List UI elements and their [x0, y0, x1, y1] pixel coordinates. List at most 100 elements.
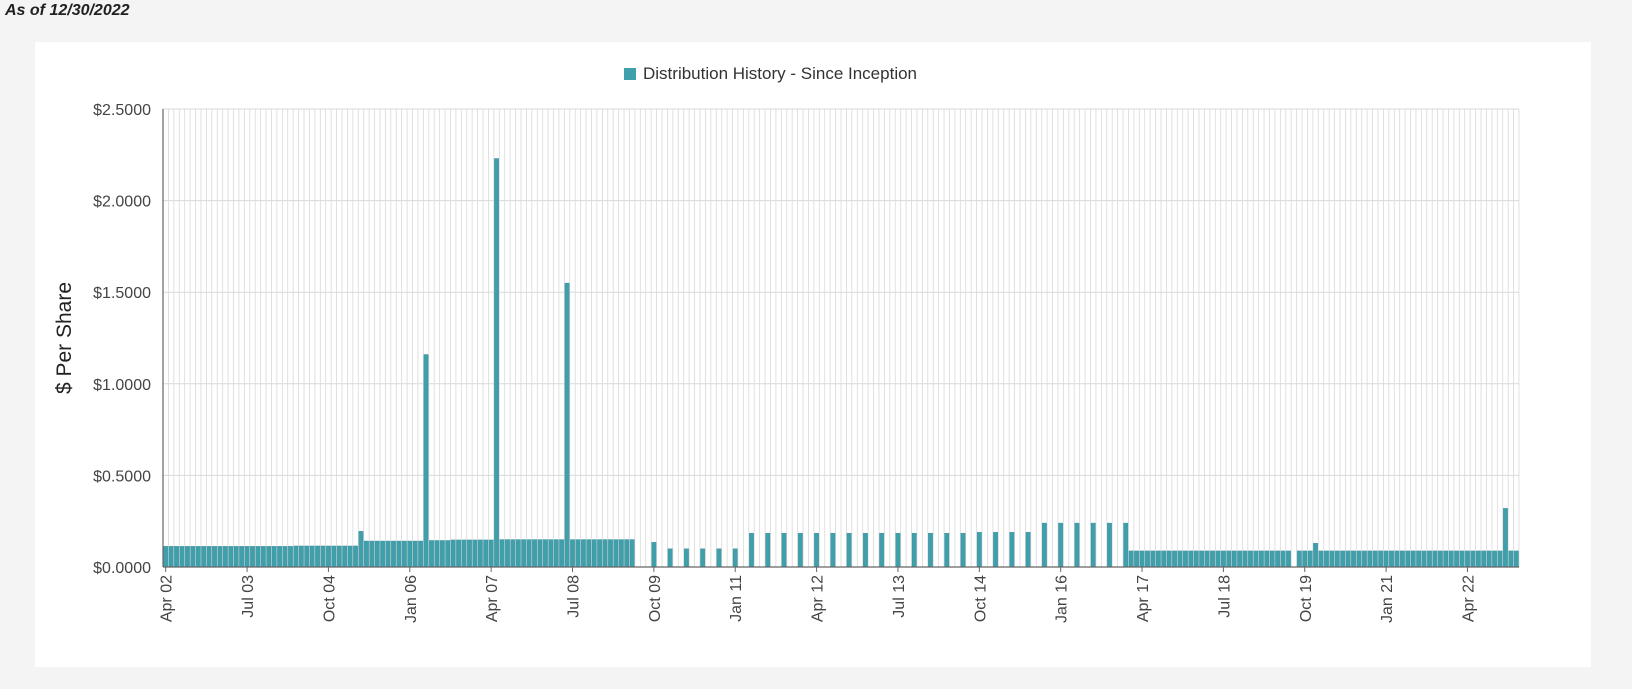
distribution-bar[interactable] — [483, 539, 489, 568]
distribution-bar[interactable] — [1253, 550, 1259, 568]
distribution-bar[interactable] — [993, 532, 998, 568]
distribution-bar[interactable] — [320, 545, 326, 568]
distribution-bar[interactable] — [1486, 550, 1492, 568]
distribution-bar[interactable] — [797, 532, 803, 568]
distribution-bar[interactable] — [1383, 550, 1389, 568]
distribution-bar[interactable] — [575, 539, 581, 568]
distribution-bar[interactable] — [250, 546, 255, 568]
distribution-bar[interactable] — [716, 548, 722, 568]
distribution-bar[interactable] — [1340, 550, 1346, 568]
distribution-bar[interactable] — [1248, 550, 1253, 568]
distribution-bar[interactable] — [255, 546, 261, 568]
distribution-bar[interactable] — [499, 539, 505, 568]
distribution-bar[interactable] — [651, 542, 657, 568]
distribution-bar[interactable] — [960, 532, 966, 568]
distribution-bar[interactable] — [185, 546, 190, 568]
distribution-bar[interactable] — [1318, 550, 1324, 568]
distribution-bar[interactable] — [461, 539, 467, 568]
distribution-bar[interactable] — [863, 532, 868, 568]
distribution-bar[interactable] — [1313, 543, 1318, 568]
distribution-bar[interactable] — [1481, 550, 1487, 568]
distribution-bar[interactable] — [217, 546, 223, 568]
distribution-bar[interactable] — [228, 546, 234, 568]
distribution-bar[interactable] — [358, 531, 364, 568]
distribution-bar[interactable] — [347, 545, 353, 568]
distribution-bar[interactable] — [1475, 550, 1481, 568]
distribution-bar[interactable] — [629, 539, 635, 568]
distribution-bar[interactable] — [1172, 550, 1177, 568]
distribution-bar[interactable] — [1275, 550, 1281, 568]
distribution-bar[interactable] — [667, 548, 673, 568]
distribution-bar[interactable] — [532, 539, 537, 568]
distribution-bar[interactable] — [553, 539, 559, 568]
distribution-bar[interactable] — [1264, 550, 1270, 568]
distribution-bar[interactable] — [580, 539, 586, 568]
distribution-bar[interactable] — [1269, 550, 1275, 568]
distribution-bar[interactable] — [212, 546, 217, 568]
distribution-bar[interactable] — [1199, 550, 1205, 568]
distribution-bar[interactable] — [1128, 550, 1134, 568]
distribution-bar[interactable] — [1362, 550, 1367, 568]
distribution-bar[interactable] — [1215, 550, 1221, 568]
distribution-bar[interactable] — [732, 548, 738, 568]
distribution-bar[interactable] — [781, 532, 787, 568]
distribution-bar[interactable] — [385, 540, 391, 568]
distribution-bar[interactable] — [1107, 522, 1112, 568]
distribution-bar[interactable] — [163, 546, 169, 568]
distribution-bar[interactable] — [1042, 522, 1047, 568]
distribution-bar[interactable] — [624, 539, 630, 568]
distribution-bar[interactable] — [342, 545, 348, 568]
distribution-bar[interactable] — [1204, 550, 1210, 568]
distribution-bar[interactable] — [515, 539, 521, 568]
distribution-bar[interactable] — [602, 539, 608, 568]
distribution-bar[interactable] — [1009, 532, 1015, 568]
distribution-bar[interactable] — [608, 539, 613, 568]
distribution-bar[interactable] — [494, 158, 499, 568]
distribution-bar[interactable] — [239, 546, 245, 568]
distribution-bar[interactable] — [830, 532, 836, 568]
distribution-bar[interactable] — [1427, 550, 1432, 568]
distribution-bar[interactable] — [1242, 550, 1248, 568]
distribution-bar[interactable] — [1074, 522, 1080, 568]
distribution-bar[interactable] — [618, 539, 624, 568]
distribution-bar[interactable] — [700, 548, 706, 568]
distribution-bar[interactable] — [1448, 550, 1454, 568]
distribution-bar[interactable] — [1123, 522, 1129, 568]
distribution-bar[interactable] — [944, 532, 950, 568]
distribution-bar[interactable] — [244, 546, 250, 568]
distribution-bar[interactable] — [1459, 550, 1465, 568]
distribution-bar[interactable] — [1134, 550, 1139, 568]
distribution-bar[interactable] — [1503, 508, 1508, 568]
distribution-bar[interactable] — [1058, 522, 1064, 568]
distribution-bar[interactable] — [1400, 550, 1405, 568]
distribution-bar[interactable] — [467, 539, 472, 568]
distribution-bar[interactable] — [559, 539, 565, 568]
distribution-bar[interactable] — [1161, 550, 1167, 568]
distribution-bar[interactable] — [233, 546, 239, 568]
distribution-bar[interactable] — [288, 546, 293, 568]
distribution-bar[interactable] — [396, 540, 402, 568]
distribution-bar[interactable] — [1432, 550, 1438, 568]
distribution-bar[interactable] — [1497, 550, 1503, 568]
distribution-bar[interactable] — [570, 539, 575, 568]
distribution-bar[interactable] — [1356, 550, 1362, 568]
distribution-bar[interactable] — [1286, 550, 1291, 568]
distribution-bar[interactable] — [380, 540, 386, 568]
distribution-bar[interactable] — [391, 540, 396, 568]
distribution-bar[interactable] — [1367, 550, 1373, 568]
distribution-bar[interactable] — [1210, 550, 1215, 568]
distribution-bar[interactable] — [1258, 550, 1264, 568]
distribution-bar[interactable] — [282, 546, 288, 568]
distribution-bar[interactable] — [369, 540, 375, 568]
distribution-bar[interactable] — [1183, 550, 1188, 568]
distribution-bar[interactable] — [765, 532, 771, 568]
distribution-bar[interactable] — [445, 540, 451, 568]
distribution-bar[interactable] — [1177, 550, 1183, 568]
distribution-bar[interactable] — [336, 545, 342, 568]
distribution-bar[interactable] — [1324, 550, 1329, 568]
distribution-bar[interactable] — [304, 545, 310, 568]
distribution-bar[interactable] — [1226, 550, 1232, 568]
distribution-bar[interactable] — [1508, 550, 1514, 568]
distribution-bar[interactable] — [749, 532, 754, 568]
distribution-bar[interactable] — [1454, 550, 1459, 568]
